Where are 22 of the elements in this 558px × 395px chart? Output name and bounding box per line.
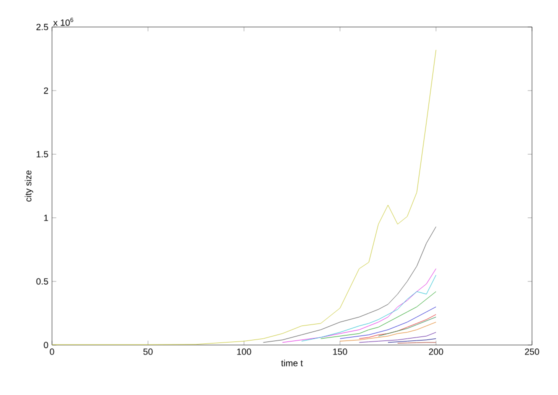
x-axis-title: time t (281, 360, 303, 366)
y-tick-label: 0 (44, 342, 48, 348)
x-tick-label: 200 (428, 348, 444, 355)
line-series (262, 226, 436, 343)
line-series (340, 306, 436, 339)
y-tick-label: 1.5 (36, 151, 48, 158)
y-tick-label: 2 (44, 87, 48, 94)
y-tick-label: 2.5 (36, 24, 48, 30)
y-tick-label: 0.5 (36, 278, 48, 285)
line-series (340, 322, 436, 342)
line-series (358, 332, 436, 343)
x-tick-label: 250 (524, 348, 540, 355)
line-series (282, 268, 436, 343)
x-tick-label: 0 (50, 348, 54, 355)
line-series (52, 50, 436, 345)
x-tick-label: 100 (237, 348, 252, 355)
line-series (301, 274, 436, 342)
text: x 10$^{6}$ (53, 18, 74, 26)
x-tick-label: 50 (143, 348, 153, 355)
y-axis-title: city size (24, 170, 34, 202)
x-tick-label: 150 (333, 348, 348, 355)
y-tick-label: 1 (44, 214, 48, 221)
